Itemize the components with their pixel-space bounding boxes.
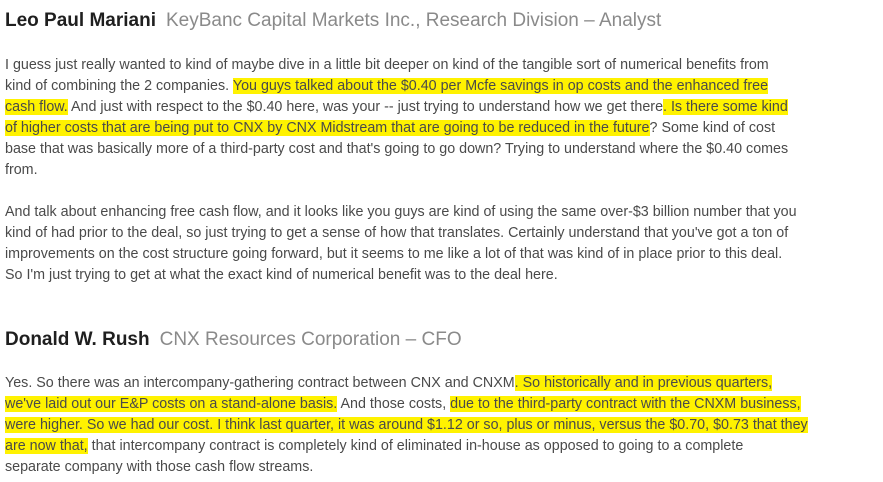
text-run: And those costs,	[337, 396, 451, 412]
text-line: improvements on the cost structure going…	[5, 246, 783, 262]
text-run: ? Some kind of cost	[649, 120, 776, 136]
text-line: were higher. So we had our cost. I think…	[5, 415, 877, 436]
text-line: base that was basically more of a third-…	[5, 141, 789, 157]
text-run: that intercompany contract is completely…	[87, 438, 744, 454]
text-line: kind of had prior to the deal, so just t…	[5, 225, 789, 241]
highlighted-text: You guys talked about the $0.40 per Mcfe…	[232, 78, 769, 94]
answer-paragraph: Yes. So there was an intercompany-gather…	[5, 373, 877, 478]
highlighted-text: were higher. So we had our cost. I think…	[5, 417, 808, 433]
speaker-name: Leo Paul Mariani	[5, 10, 156, 31]
text-line: we've laid out our E&P costs on a stand-…	[5, 394, 877, 415]
text-line: separate company with those cash flow st…	[5, 459, 314, 475]
highlighted-text: of higher costs that are being put to CN…	[5, 120, 650, 136]
highlighted-text: we've laid out our E&P costs on a stand-…	[5, 396, 338, 412]
speaker-header-analyst: Leo Paul Mariani KeyBanc Capital Markets …	[5, 11, 661, 30]
text-line: of higher costs that are being put to CN…	[5, 118, 877, 139]
highlighted-text: are now that,	[5, 438, 88, 454]
highlighted-text: cash flow.	[5, 99, 68, 115]
text-run: kind of combining the 2 companies.	[5, 78, 233, 94]
highlighted-text: . Is there some kind	[663, 99, 788, 115]
speaker-name: Donald W. Rush	[5, 329, 150, 350]
text-line: And talk about enhancing free cash flow,…	[5, 204, 797, 220]
text-line: kind of combining the 2 companies. You g…	[5, 76, 877, 97]
text-run: Yes. So there was an intercompany-gather…	[5, 375, 515, 391]
text-line: cash flow. And just with respect to the …	[5, 97, 877, 118]
text-line: I guess just really wanted to kind of ma…	[5, 57, 769, 73]
text-line: from.	[5, 162, 38, 178]
speaker-affiliation: CNX Resources Corporation – CFO	[159, 329, 462, 350]
text-line: are now that, that intercompany contract…	[5, 436, 877, 457]
question-paragraph-1: I guess just really wanted to kind of ma…	[5, 55, 877, 181]
text-line: So I'm just trying to get at what the ex…	[5, 267, 558, 283]
text-line: Yes. So there was an intercompany-gather…	[5, 373, 877, 394]
text-run: And just with respect to the $0.40 here,…	[67, 99, 664, 115]
highlighted-text: . So historically and in previous quarte…	[514, 375, 773, 391]
speaker-header-cfo: Donald W. Rush CNX Resources Corporation …	[5, 330, 462, 349]
speaker-affiliation: KeyBanc Capital Markets Inc., Research D…	[165, 10, 662, 31]
highlighted-text: due to the third-party contract with the…	[450, 396, 801, 412]
question-paragraph-2: And talk about enhancing free cash flow,…	[5, 202, 877, 286]
